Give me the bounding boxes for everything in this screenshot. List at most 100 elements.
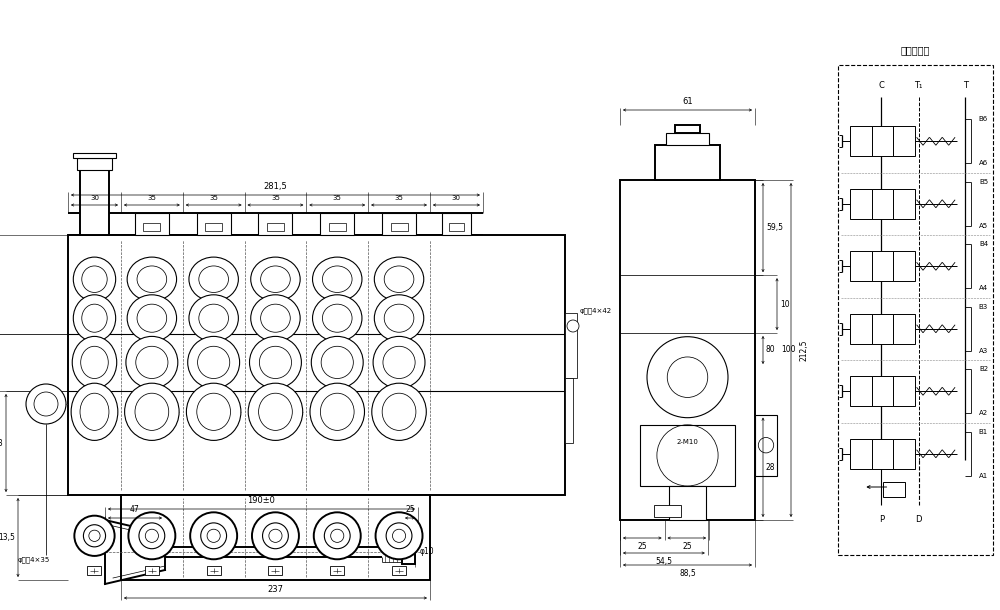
Circle shape <box>269 529 282 542</box>
Ellipse shape <box>199 304 228 332</box>
Bar <box>73 153 116 158</box>
Text: C: C <box>878 81 884 90</box>
Bar <box>669 486 706 520</box>
Text: 35: 35 <box>395 195 403 201</box>
Text: B3: B3 <box>979 304 988 310</box>
Bar <box>872 314 893 344</box>
Bar <box>442 213 471 235</box>
Circle shape <box>386 523 412 549</box>
Text: 59,5: 59,5 <box>766 223 783 232</box>
Circle shape <box>74 515 115 556</box>
Bar <box>893 439 915 468</box>
Ellipse shape <box>384 304 414 332</box>
Bar <box>402 540 415 564</box>
Ellipse shape <box>373 336 425 389</box>
Circle shape <box>647 337 728 418</box>
Ellipse shape <box>251 257 300 301</box>
Ellipse shape <box>199 266 228 292</box>
Ellipse shape <box>313 257 362 301</box>
Ellipse shape <box>73 257 116 301</box>
Text: B6: B6 <box>979 117 988 123</box>
Bar <box>565 313 577 378</box>
Ellipse shape <box>71 383 118 440</box>
Ellipse shape <box>261 304 290 332</box>
Bar <box>893 376 915 406</box>
Text: 35: 35 <box>209 195 218 201</box>
Circle shape <box>128 512 175 559</box>
Text: 30: 30 <box>90 195 99 201</box>
Bar <box>850 251 872 281</box>
Ellipse shape <box>382 393 416 431</box>
Bar <box>205 223 222 231</box>
Circle shape <box>34 392 58 416</box>
Ellipse shape <box>383 346 415 379</box>
Ellipse shape <box>248 383 303 440</box>
Circle shape <box>201 523 227 549</box>
Text: 25: 25 <box>637 542 647 551</box>
Text: 35: 35 <box>333 195 342 201</box>
Ellipse shape <box>137 266 167 292</box>
Circle shape <box>83 525 106 547</box>
Ellipse shape <box>127 295 177 342</box>
Text: 2-M10: 2-M10 <box>677 439 698 445</box>
Ellipse shape <box>197 393 231 431</box>
Ellipse shape <box>80 393 109 431</box>
Bar <box>872 376 893 406</box>
Text: 61: 61 <box>682 97 693 106</box>
Text: 190±0: 190±0 <box>248 496 275 505</box>
Text: 35: 35 <box>271 195 280 201</box>
Bar <box>872 188 893 219</box>
Circle shape <box>314 512 361 559</box>
Text: 35: 35 <box>147 195 156 201</box>
Ellipse shape <box>127 257 177 301</box>
Bar <box>197 213 231 235</box>
Text: 54,5: 54,5 <box>655 557 672 566</box>
Text: φ通吇4×42: φ通吇4×42 <box>580 307 612 314</box>
Text: B5: B5 <box>979 179 988 185</box>
Text: ≈: ≈ <box>890 485 898 495</box>
Text: 88,5: 88,5 <box>679 569 696 578</box>
Text: 25: 25 <box>682 542 692 551</box>
Text: 25: 25 <box>405 505 415 514</box>
Text: 液压原理图: 液压原理图 <box>901 45 930 55</box>
Bar <box>258 213 292 235</box>
Circle shape <box>89 530 100 542</box>
Bar <box>883 482 905 497</box>
Bar <box>872 439 893 468</box>
Ellipse shape <box>261 266 290 292</box>
Circle shape <box>392 529 406 542</box>
Bar <box>80 170 109 235</box>
Ellipse shape <box>198 346 230 379</box>
Bar <box>268 566 282 575</box>
Text: 33: 33 <box>0 439 3 448</box>
Bar <box>77 158 112 170</box>
Text: 13,5: 13,5 <box>0 533 15 542</box>
Bar <box>121 495 430 580</box>
Circle shape <box>567 320 579 332</box>
Text: φ通吇4×35: φ通吇4×35 <box>18 557 50 563</box>
Ellipse shape <box>322 266 352 292</box>
Ellipse shape <box>72 336 117 389</box>
Bar <box>620 180 755 520</box>
Bar <box>755 415 777 476</box>
Text: B2: B2 <box>979 367 988 372</box>
Text: D: D <box>915 515 922 525</box>
Text: A5: A5 <box>979 223 988 229</box>
Bar <box>145 566 159 575</box>
Bar <box>850 126 872 156</box>
Ellipse shape <box>313 295 362 342</box>
Bar <box>850 314 872 344</box>
Bar <box>143 223 160 231</box>
Ellipse shape <box>135 393 169 431</box>
Circle shape <box>190 512 237 559</box>
Ellipse shape <box>188 336 240 389</box>
Text: A6: A6 <box>979 160 988 166</box>
Ellipse shape <box>137 304 167 332</box>
Ellipse shape <box>189 295 238 342</box>
Ellipse shape <box>82 266 107 292</box>
Bar <box>850 188 872 219</box>
Text: 212,5: 212,5 <box>799 339 808 361</box>
Bar <box>872 126 893 156</box>
Circle shape <box>376 512 423 559</box>
Ellipse shape <box>320 393 354 431</box>
